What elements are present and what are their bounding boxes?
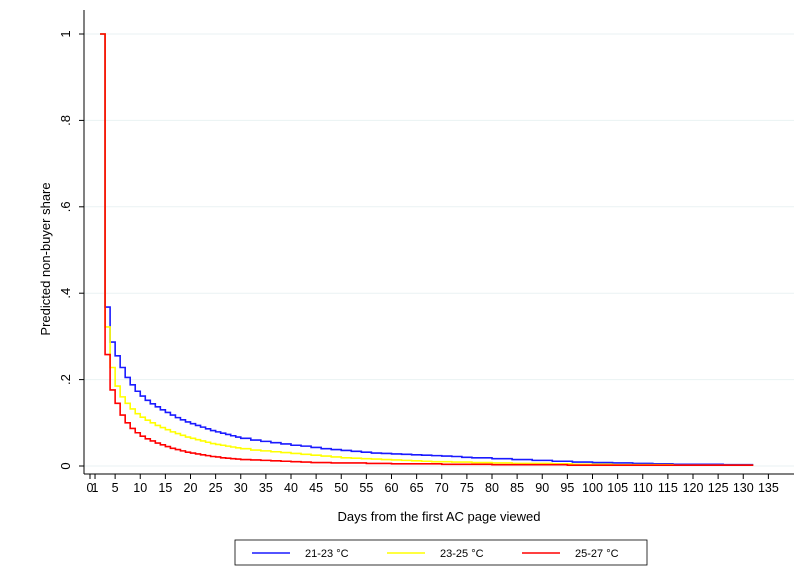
y-tick-label-4: .8: [58, 115, 73, 126]
axes: [83, 10, 794, 475]
x-tick-label-25: 120: [683, 481, 704, 495]
x-axis-label: Days from the first AC page viewed: [337, 509, 540, 524]
x-tick-label-27: 130: [733, 481, 754, 495]
x-tick-label-20: 95: [560, 481, 574, 495]
y-tick-label-1: .2: [58, 374, 73, 385]
y-tick-label-2: .4: [58, 288, 73, 299]
legend-label-1: 23-25 °C: [440, 548, 484, 560]
x-tick-label-5: 20: [184, 481, 198, 495]
x-tick-label-13: 60: [385, 481, 399, 495]
series-line-0: [100, 33, 754, 466]
x-tick-label-22: 105: [607, 481, 628, 495]
grid-lines: [84, 33, 794, 467]
plot-area: [84, 10, 794, 474]
series-lines: [100, 33, 754, 466]
x-tick-label-18: 85: [510, 481, 524, 495]
x-tick-label-3: 10: [133, 481, 147, 495]
x-tick-label-2: 5: [112, 481, 119, 495]
x-tick-label-24: 115: [658, 481, 678, 495]
series-line-2: [100, 33, 754, 466]
x-tick-label-10: 45: [309, 481, 323, 495]
legend-box: [234, 539, 648, 566]
x-tick-label-8: 35: [259, 481, 273, 495]
x-tick-label-21: 100: [582, 481, 603, 495]
x-tick-label-26: 125: [708, 481, 729, 495]
x-tick-label-16: 75: [460, 481, 474, 495]
x-tick-label-14: 65: [410, 481, 424, 495]
y-tick-label-0: 0: [58, 462, 73, 469]
series-line-1: [100, 33, 754, 466]
y-tick-label-5: 1: [58, 30, 73, 37]
x-tick-label-12: 55: [359, 481, 373, 495]
y-tick-label-3: .6: [58, 201, 73, 212]
x-tick-label-7: 30: [234, 481, 248, 495]
x-tick-label-11: 50: [334, 481, 348, 495]
y-ticks: 0 .2 .4 .6 .8 1: [58, 30, 84, 470]
x-tick-label-15: 70: [435, 481, 449, 495]
y-axis-label: Predicted non-buyer share: [38, 182, 53, 335]
legend-label-2: 25-27 °C: [575, 548, 619, 560]
x-tick-label-19: 90: [535, 481, 549, 495]
x-tick-label-1: 1: [92, 481, 99, 495]
x-tick-label-0: 0: [87, 481, 94, 495]
x-ticks: 01 5 10 15 20 25 30 35 40 45 50 55 60 65 70 75 80 85 90 95 1…: [87, 474, 779, 495]
x-tick-label-6: 25: [209, 481, 223, 495]
x-tick-label-17: 80: [485, 481, 499, 495]
legend-label-0: 21-23 °C: [305, 548, 349, 560]
x-tick-label-9: 40: [284, 481, 298, 495]
legend: 21-23 °C 23-25 °C 25-27 °C: [234, 539, 648, 566]
x-tick-label-23: 110: [633, 481, 653, 495]
x-tick-label-28: 135: [758, 481, 779, 495]
x-tick-label-4: 15: [158, 481, 172, 495]
